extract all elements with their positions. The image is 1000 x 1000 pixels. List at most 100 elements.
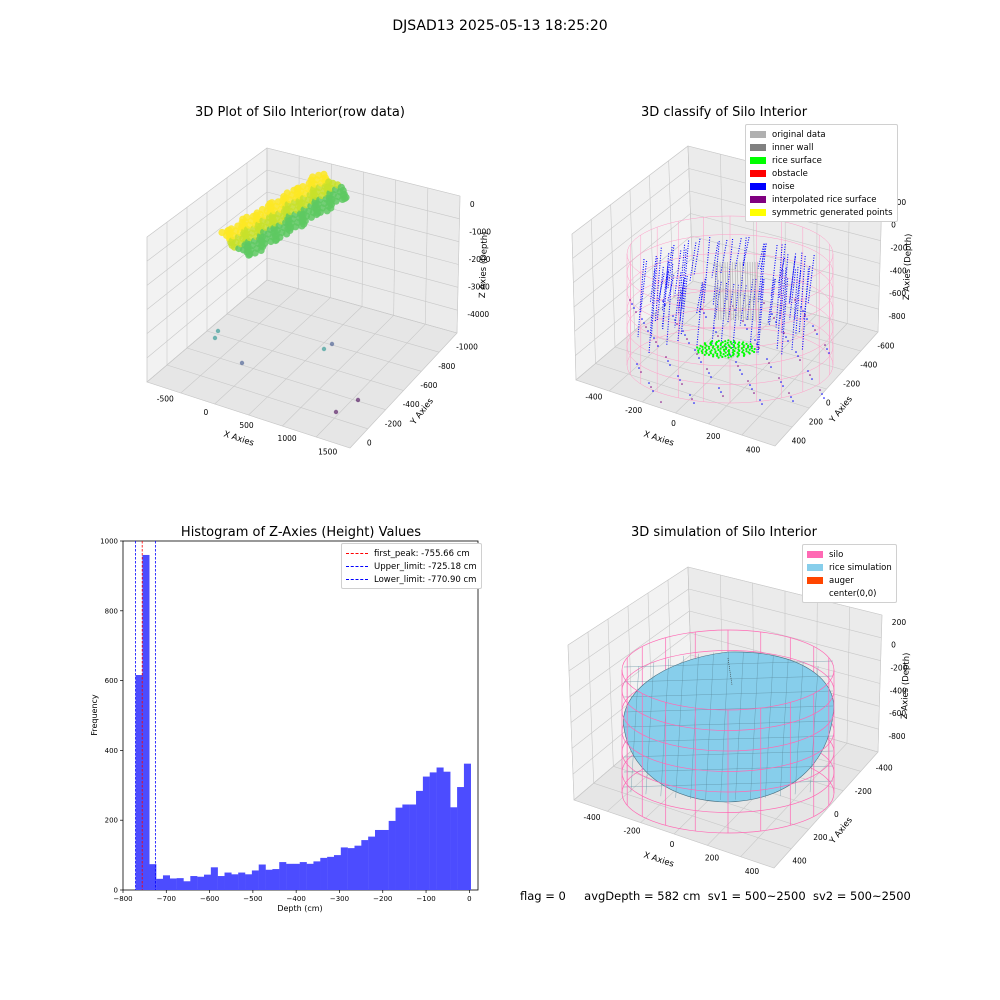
inner-wall-point-column xyxy=(747,261,749,321)
noise-point-column xyxy=(803,265,811,321)
legend-swatch xyxy=(750,131,766,138)
histogram-bar xyxy=(204,874,212,890)
noise-point xyxy=(734,309,736,311)
noise-point xyxy=(700,361,702,363)
raw-xtick-label: 1000 xyxy=(278,434,297,443)
rice-surface-point xyxy=(719,347,722,350)
rice-surface-point xyxy=(701,348,704,351)
rice-surface-point xyxy=(708,347,711,350)
rice-surface-meshline xyxy=(623,750,834,758)
legend-item: Lower_limit: -770.90 cm xyxy=(346,573,477,586)
histogram-bar xyxy=(135,675,143,890)
legend-label: interpolated rice surface xyxy=(772,194,877,205)
noise-point-column xyxy=(734,238,742,270)
histogram-bar xyxy=(292,863,300,890)
noise-point-column xyxy=(757,243,765,269)
noise-point xyxy=(638,367,640,369)
rice-surface-point xyxy=(753,350,756,354)
rice-surface-meshline xyxy=(705,652,714,800)
histogram-bar xyxy=(299,862,307,890)
legend-swatch xyxy=(750,144,766,151)
rice-surface-point xyxy=(730,342,733,345)
classify-ztick-label: -600 xyxy=(889,289,906,298)
raw-plot-title: 3D Plot of Silo Interior(row data) xyxy=(195,105,405,120)
rice-surface-point xyxy=(727,339,730,342)
noise-point xyxy=(761,403,763,405)
histogram-bar xyxy=(368,836,376,890)
noise-point xyxy=(811,378,813,380)
classify-ytick-label: -400 xyxy=(860,361,877,370)
raw-outlier-point xyxy=(355,397,361,403)
rice-surface-point xyxy=(742,344,745,347)
histogram-bar xyxy=(388,820,396,890)
noise-point xyxy=(747,380,749,382)
noise-point xyxy=(636,363,638,365)
rice-simulation-surface xyxy=(623,651,835,803)
legend-item: first_peak: -755.66 cm xyxy=(346,547,477,560)
rice-surface-point xyxy=(742,349,745,352)
raw-xtick-label: 1500 xyxy=(318,447,337,456)
legend-swatch xyxy=(750,183,766,190)
legend-item: inner wall xyxy=(750,141,893,154)
rice-surface-point xyxy=(736,355,739,358)
simulation-ztick-label: -200 xyxy=(890,664,907,673)
rice-surface-point xyxy=(742,354,745,357)
histogram-bar xyxy=(327,856,335,890)
simulation-legend: silo rice simulation auger center(0,0) xyxy=(802,544,897,603)
legend-item: auger xyxy=(807,574,892,587)
inner-wall-point-column xyxy=(754,261,757,321)
noise-point-column xyxy=(674,250,682,296)
noise-point xyxy=(665,356,667,358)
histogram-bar xyxy=(224,872,232,890)
simulation-xtick-label: 0 xyxy=(670,840,675,849)
histogram-xtick-label: −400 xyxy=(287,895,306,903)
raw-xtick-label: -500 xyxy=(157,395,174,404)
noise-point-column xyxy=(788,256,796,304)
rice-surface-point xyxy=(700,350,703,353)
noise-point-column xyxy=(749,278,757,350)
legend-line-sample xyxy=(346,566,368,567)
rice-surface-point xyxy=(704,350,707,353)
noise-point-column xyxy=(696,284,704,348)
rice-surface-point xyxy=(748,352,751,355)
inner-wall-point-column xyxy=(727,261,729,321)
noise-point-column xyxy=(711,242,719,278)
inner-wall-point-column xyxy=(742,261,744,321)
classify-xtick-label: 400 xyxy=(746,445,761,454)
simulation-ztick-label: -600 xyxy=(889,709,906,718)
rice-surface-point xyxy=(701,345,704,348)
histogram-ytick-label: 200 xyxy=(105,817,118,825)
noise-point xyxy=(802,310,804,312)
inner-wall-point-column xyxy=(734,261,737,321)
rice-surface-point xyxy=(741,351,744,354)
noise-point-column xyxy=(703,237,711,304)
inner-wall-point-column xyxy=(737,261,739,321)
noise-point-column xyxy=(781,278,789,356)
rice-surface-point xyxy=(712,355,715,358)
noise-point xyxy=(783,332,785,334)
noise-point xyxy=(664,304,666,306)
noise-point xyxy=(662,300,664,302)
noise-point xyxy=(645,326,647,328)
histogram-xtick-label: −500 xyxy=(243,895,262,903)
rice-surface-point xyxy=(738,341,741,344)
noise-point-column xyxy=(776,270,784,350)
noise-point-column xyxy=(746,279,754,322)
simulation-ztick-label: -400 xyxy=(890,686,907,695)
noise-point xyxy=(816,333,818,335)
noise-point-column xyxy=(778,244,786,299)
noise-point xyxy=(797,355,799,357)
histogram-bar xyxy=(190,876,198,890)
legend-label: inner wall xyxy=(772,142,814,153)
legend-label: rice simulation xyxy=(829,562,892,573)
histogram-bar xyxy=(457,787,465,890)
inner-wall-point-column xyxy=(739,261,742,321)
rice-surface-point xyxy=(722,353,725,356)
noise-point xyxy=(737,365,739,367)
rice-surface-point xyxy=(724,351,727,354)
status-footer: flag = 0 avgDepth = 582 cm sv1 = 500~250… xyxy=(520,889,911,903)
depth-histogram: Histogram of Z-Axies (Height) Values −80… xyxy=(90,525,479,913)
histogram-xaxis-label: Depth (cm) xyxy=(277,904,322,913)
noise-point xyxy=(648,382,650,384)
classify-legend: original data inner wall rice surface obsta… xyxy=(745,124,898,222)
